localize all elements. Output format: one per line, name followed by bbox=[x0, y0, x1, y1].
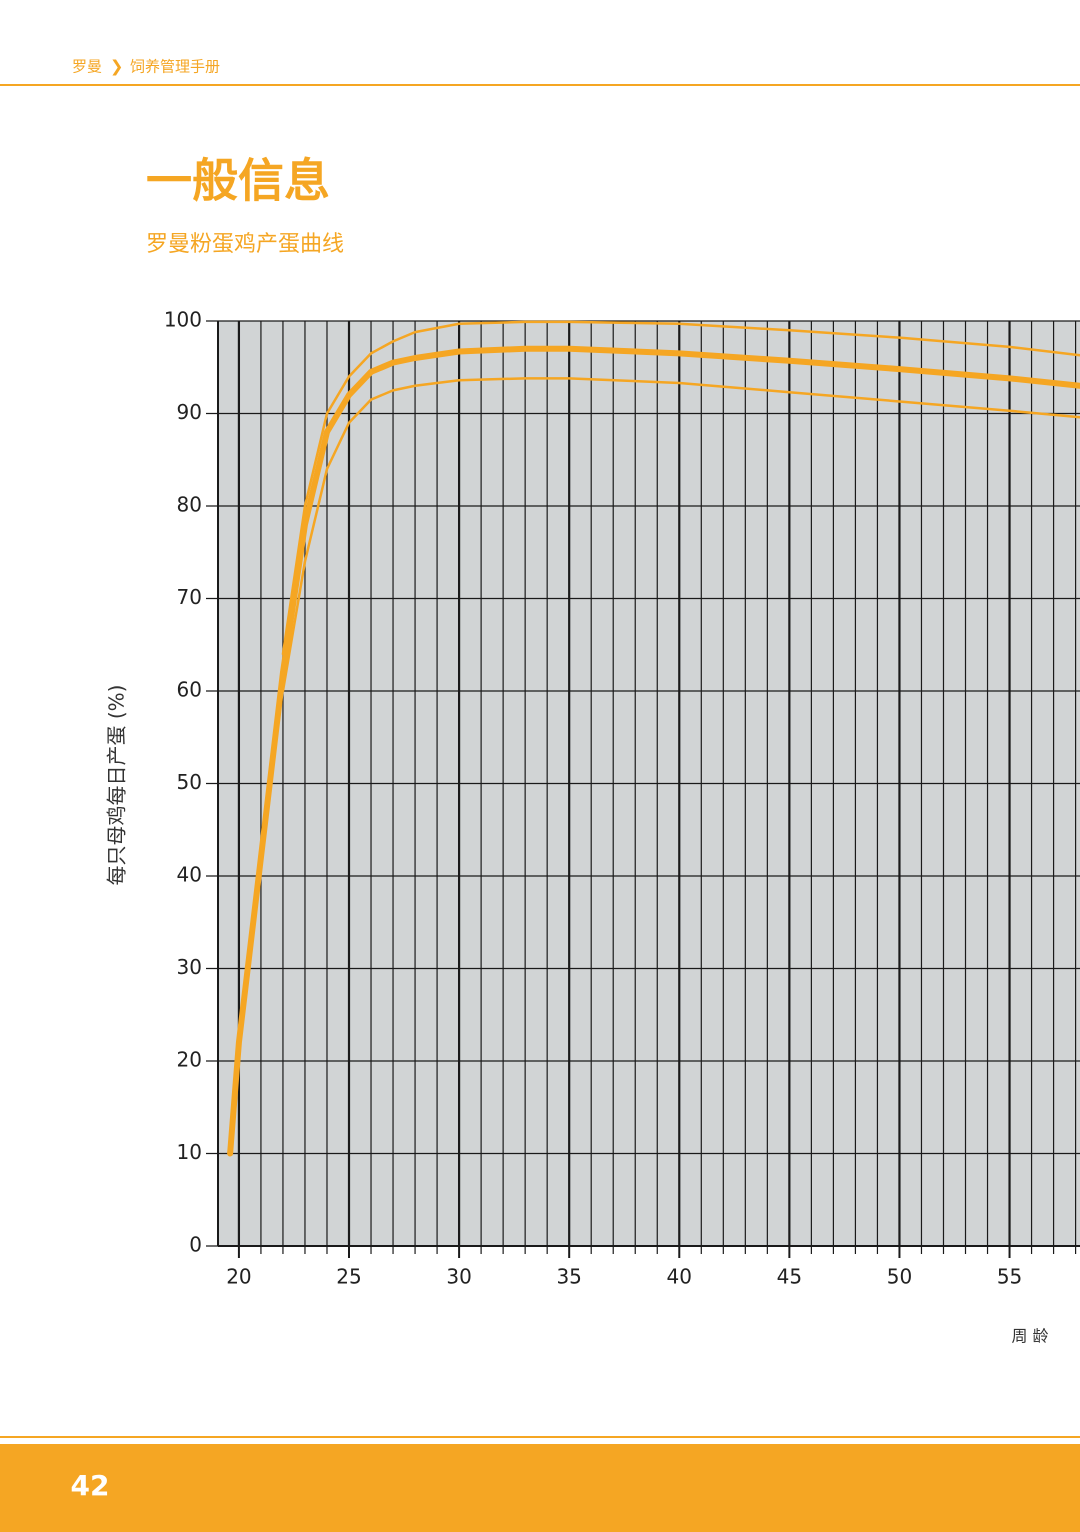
x-tick-label: 20 bbox=[226, 1265, 251, 1289]
x-tick-label: 25 bbox=[336, 1265, 361, 1289]
x-tick-label: 30 bbox=[446, 1265, 471, 1289]
page-title: 一般信息 bbox=[146, 154, 330, 208]
y-tick-label: 50 bbox=[177, 770, 202, 794]
y-tick-label: 0 bbox=[189, 1233, 202, 1257]
y-tick-label: 40 bbox=[177, 863, 202, 887]
y-tick-label: 100 bbox=[164, 308, 202, 332]
y-tick-label: 90 bbox=[177, 400, 202, 424]
x-tick-label: 40 bbox=[667, 1265, 692, 1289]
x-tick-label: 45 bbox=[777, 1265, 802, 1289]
y-axis-label: 每只母鸡每日产蛋 (%) bbox=[105, 685, 129, 886]
y-tick-label: 80 bbox=[177, 493, 202, 517]
y-tick-label: 70 bbox=[177, 585, 202, 609]
series-line bbox=[281, 320, 1080, 656]
header-separator: ❯ bbox=[110, 57, 123, 76]
x-axis-label: 周 龄 bbox=[1011, 1327, 1048, 1346]
footer-band bbox=[0, 1444, 1080, 1532]
series-line bbox=[227, 345, 1080, 1157]
series-line bbox=[281, 377, 1080, 693]
y-tick-label: 10 bbox=[177, 1140, 202, 1164]
x-tick-label: 55 bbox=[997, 1265, 1022, 1289]
header-section: 饲养管理手册 bbox=[130, 58, 220, 76]
y-tick-label: 30 bbox=[177, 955, 202, 979]
y-tick-label: 20 bbox=[177, 1048, 202, 1072]
page-subtitle: 罗曼粉蛋鸡产蛋曲线 bbox=[146, 232, 344, 257]
y-tick-label: 60 bbox=[177, 678, 202, 702]
series-group bbox=[227, 320, 1080, 1157]
x-tick-label: 50 bbox=[887, 1265, 912, 1289]
chart: 0 10 20 30 40 50 60 70 80 90 100 20 25 30 35 40 45 50 55 bbox=[164, 308, 1080, 1289]
x-tick-label: 35 bbox=[556, 1265, 581, 1289]
page-number: 42 bbox=[71, 1469, 110, 1502]
header-brand: 罗曼 bbox=[72, 58, 102, 76]
